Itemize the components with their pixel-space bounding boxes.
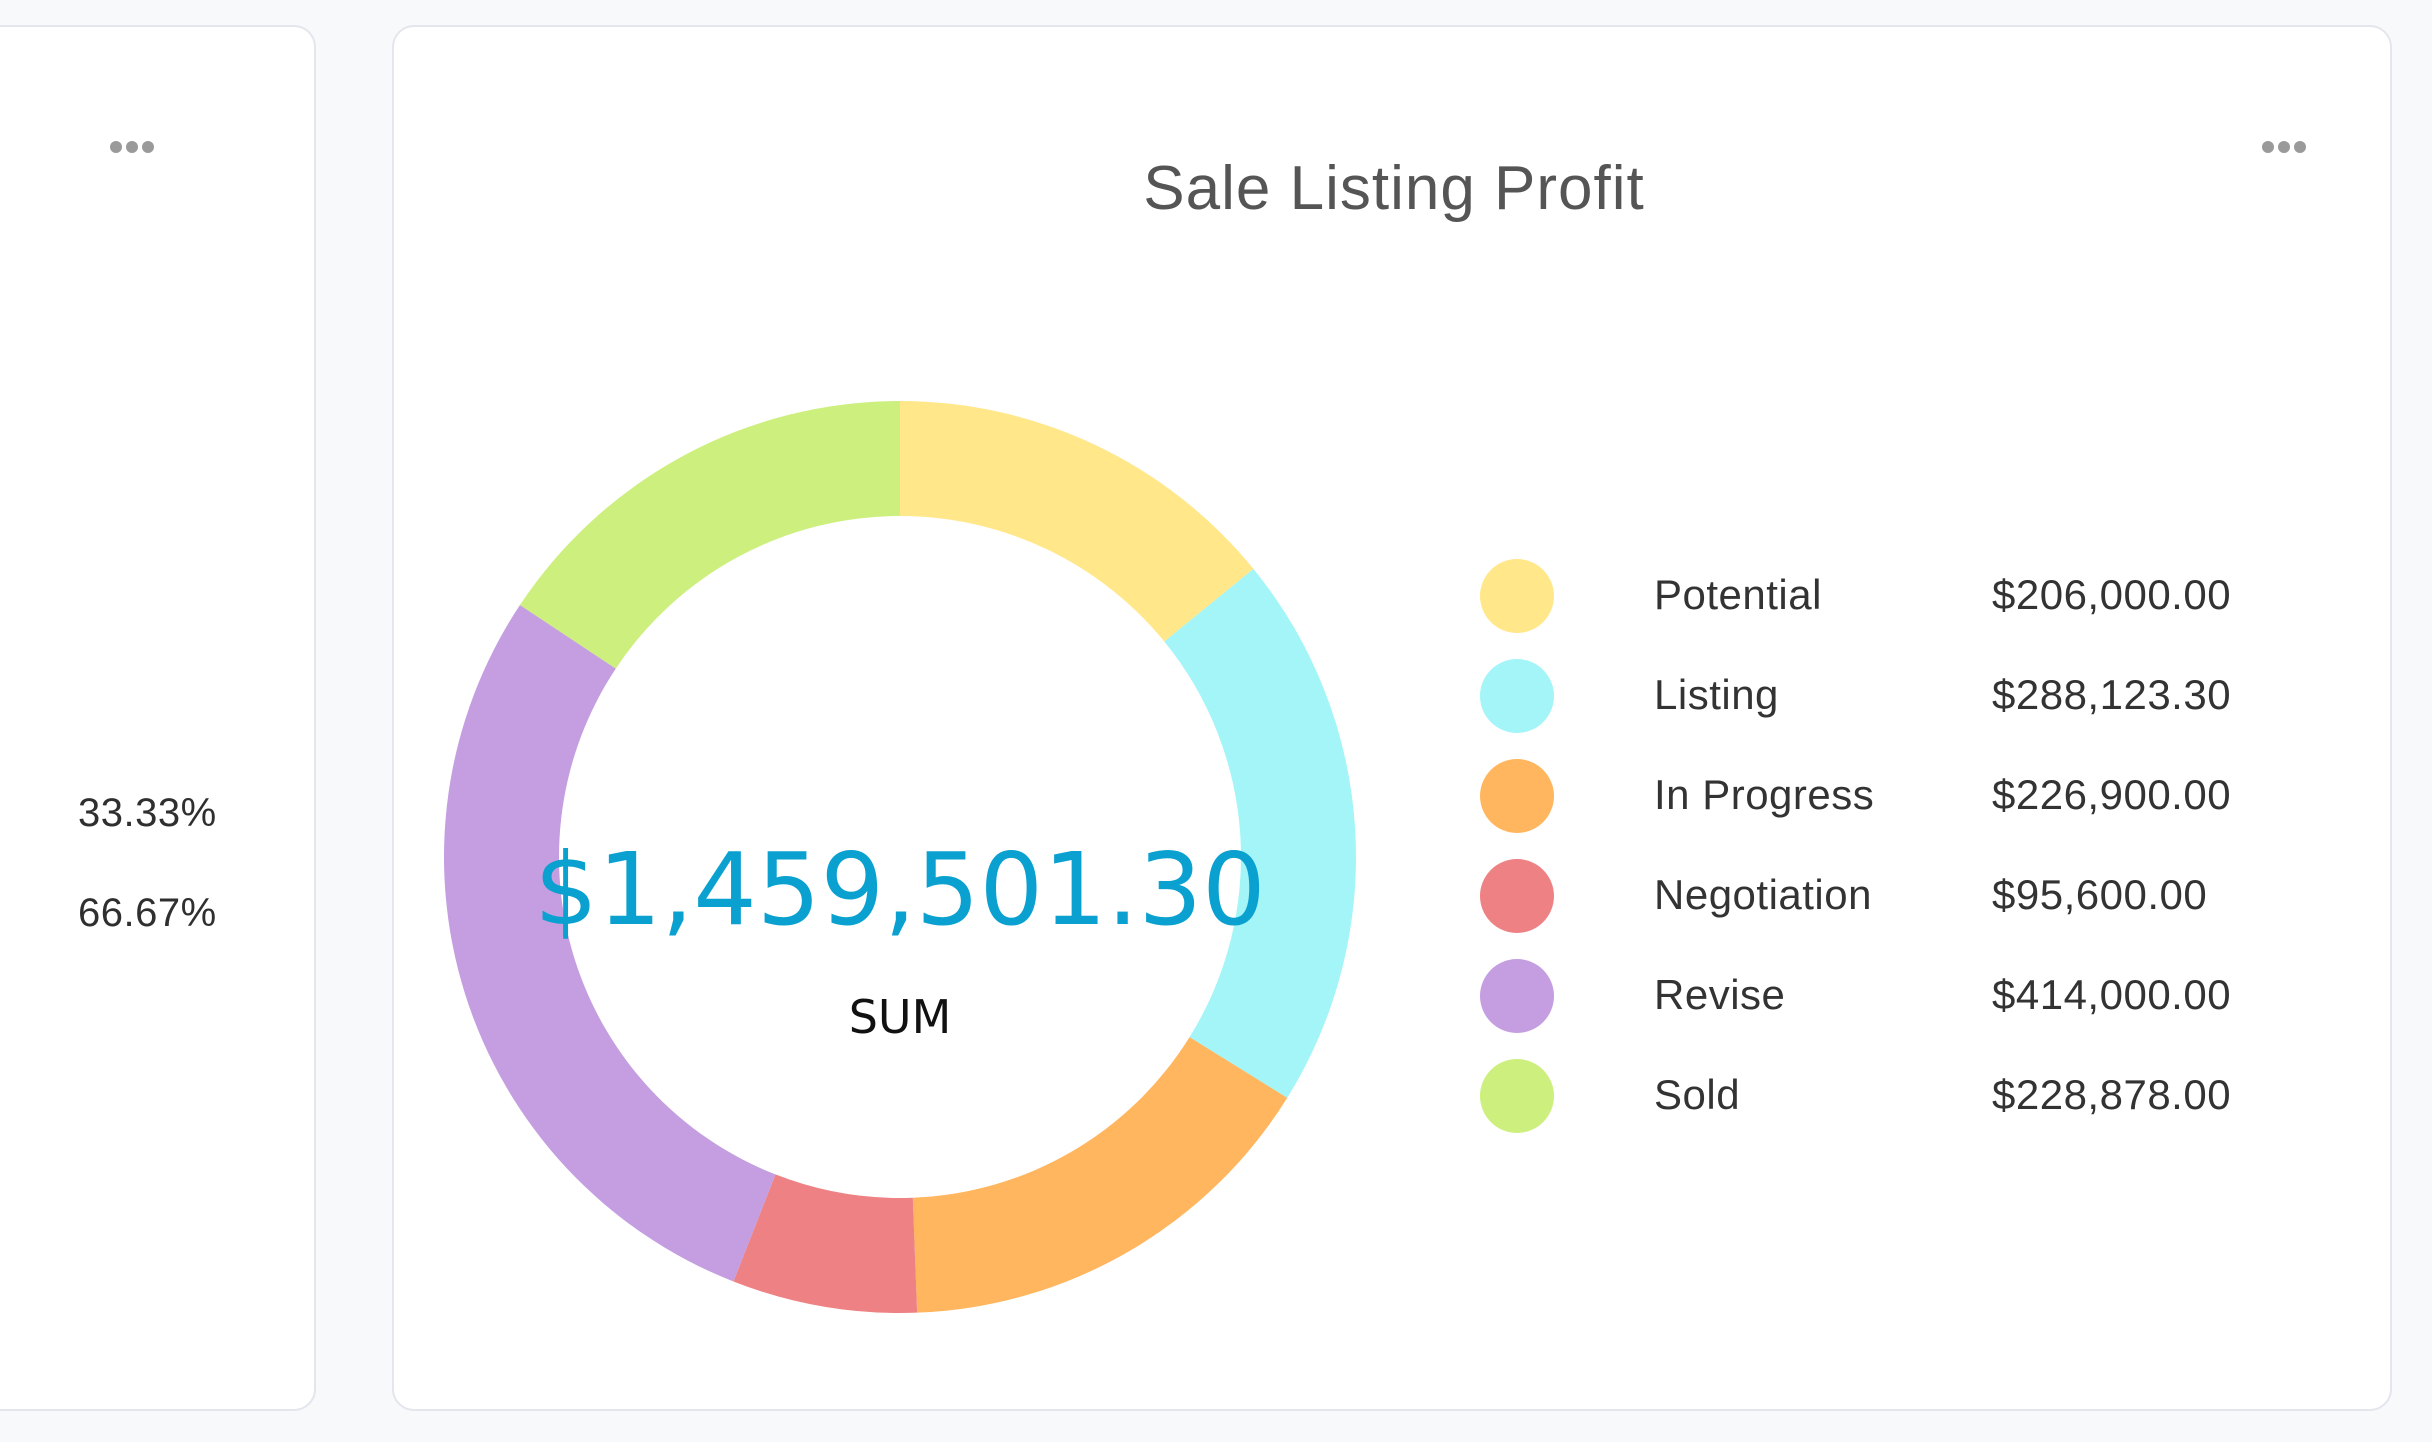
legend-color-swatch — [1480, 559, 1554, 633]
more-options-icon[interactable] — [102, 132, 162, 162]
sum-value: $1,459,501.30 — [534, 831, 1266, 948]
legend-value: $414,000.00 — [1992, 971, 2232, 1018]
legend-item-sold[interactable]: Sold $228,878.00 — [394, 1057, 2394, 1137]
percentage-label: 33.33% — [78, 791, 217, 835]
legend-color-swatch — [1480, 1059, 1554, 1133]
donut-slice-negotiation[interactable] — [733, 1174, 918, 1313]
legend-color-swatch — [1480, 659, 1554, 733]
legend-value: $288,123.30 — [1992, 671, 2232, 718]
legend-item-negotiation[interactable]: Negotiation $95,600.00 — [394, 857, 2394, 937]
legend-label: Potential — [1654, 571, 1822, 618]
legend-label: Revise — [1654, 971, 1786, 1018]
percentage-label: 66.67% — [78, 891, 217, 935]
donut-slice-revise[interactable] — [444, 605, 776, 1282]
sum-label: SUM — [849, 990, 952, 1044]
legend-item-potential[interactable]: Potential $206,000.00 — [394, 557, 2394, 637]
legend-color-swatch — [1480, 759, 1554, 833]
donut-slice-in-progress[interactable] — [912, 1037, 1288, 1313]
chart-title: Sale Listing Profit — [1143, 154, 1645, 223]
legend-value: $206,000.00 — [1992, 571, 2232, 618]
legend-label: Negotiation — [1654, 871, 1872, 918]
legend-color-swatch — [1480, 859, 1554, 933]
legend-label: Listing — [1654, 671, 1779, 718]
donut-slice-potential[interactable] — [900, 401, 1254, 642]
legend-label: Sold — [1654, 1071, 1741, 1118]
more-options-icon[interactable] — [2254, 132, 2314, 162]
left-chart-card: 33.33% 66.67% — [0, 25, 316, 1411]
legend-item-listing[interactable]: Listing $288,123.30 — [394, 657, 2394, 737]
legend-value: $228,878.00 — [1992, 1071, 2232, 1118]
legend-color-swatch — [1480, 959, 1554, 1033]
legend-value: $95,600.00 — [1992, 871, 2208, 918]
legend-label: In Progress — [1654, 771, 1875, 818]
legend-item-revise[interactable]: Revise $414,000.00 — [394, 957, 2394, 1037]
donut-slice-listing[interactable] — [1164, 568, 1356, 1098]
sale-listing-profit-card: Sale Listing Profit $1,459,501.30 SUM Po… — [392, 25, 2392, 1411]
legend-value: $226,900.00 — [1992, 771, 2232, 818]
legend-item-in-progress[interactable]: In Progress $226,900.00 — [394, 757, 2394, 837]
donut-chart: $1,459,501.30 SUM — [444, 401, 1356, 1313]
donut-slice-sold[interactable] — [519, 401, 900, 669]
